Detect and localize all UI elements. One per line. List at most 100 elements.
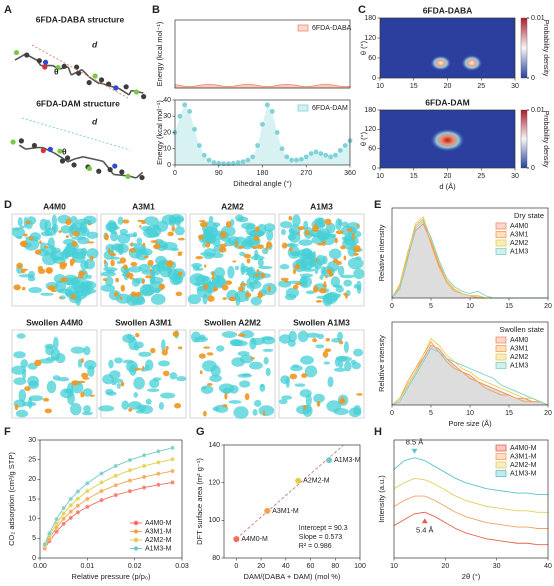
polymer-blob — [11, 365, 27, 375]
polymer-blob — [13, 377, 27, 385]
y-tick-label: 60 — [368, 146, 376, 153]
polymer-blob — [121, 400, 130, 410]
water-blob — [295, 282, 303, 286]
water-blob — [289, 373, 298, 380]
y-tick-label: 80 — [212, 555, 220, 562]
marker — [61, 511, 67, 516]
polymer-blob — [216, 345, 225, 352]
water-blob — [142, 242, 146, 247]
marker — [54, 516, 59, 522]
y-tick-label: 10 — [28, 516, 36, 523]
polymer-blob — [55, 353, 66, 364]
polymer-blob — [237, 351, 250, 357]
marker — [47, 530, 52, 536]
water-blob — [254, 273, 260, 277]
polymer-blob — [28, 395, 44, 402]
water-blob — [336, 260, 342, 266]
polymer-blob — [79, 282, 86, 291]
x-tick-label: 270 — [300, 170, 312, 177]
atom — [119, 169, 125, 175]
x-tick-label: 30 — [493, 563, 501, 570]
structure-title: 6FDA-DAM structure — [36, 98, 120, 108]
polymer-blob — [249, 337, 257, 350]
marker — [84, 504, 90, 510]
point-label: A3M1-M — [272, 508, 299, 515]
y-tick-label: 180 — [364, 107, 376, 114]
water-blob — [135, 332, 140, 338]
polymer-blob — [83, 346, 91, 356]
x-axis-label: Dihedral angle (°) — [233, 179, 292, 188]
water-blob — [43, 397, 50, 402]
water-blob — [284, 280, 289, 283]
x-tick-label: 0 — [173, 170, 177, 177]
legend-swatch — [495, 470, 507, 477]
water-blob — [89, 255, 94, 261]
polymer-blob — [187, 294, 202, 305]
y-tick-label: 20 — [28, 476, 36, 483]
polymer-blob — [210, 365, 221, 377]
y-axis-label: θ (°) — [359, 131, 368, 146]
water-blob — [253, 235, 260, 242]
water-blob — [150, 347, 156, 354]
water-blob — [288, 216, 293, 221]
marker — [332, 152, 339, 158]
polymer-blob — [300, 275, 308, 286]
marker — [264, 102, 271, 108]
polymer-blob — [297, 330, 309, 343]
water-blob — [175, 291, 183, 297]
marker — [141, 474, 147, 480]
x-tick-label: 15 — [505, 410, 513, 417]
marker — [42, 541, 48, 547]
polymer-blob — [102, 374, 114, 385]
polymer-blob — [333, 367, 347, 372]
x-tick-label: 0 — [234, 563, 238, 570]
water-blob — [78, 271, 87, 275]
polymer-blob — [317, 333, 325, 339]
water-blob — [14, 403, 19, 411]
water-blob — [222, 297, 227, 301]
polymer-blob — [245, 267, 254, 274]
water-blob — [139, 224, 142, 228]
polymer-blob — [224, 240, 235, 247]
water-blob — [254, 226, 260, 232]
polymer-blob — [209, 374, 222, 383]
x-tick-label: 30 — [511, 173, 519, 180]
water-blob — [71, 380, 79, 386]
polymer-blob — [230, 339, 241, 347]
y-tick-label: 140 — [208, 442, 220, 449]
polymer-blob — [169, 372, 178, 380]
colorbar-tick-label: 0.01 — [531, 107, 545, 114]
line — [393, 457, 548, 496]
legend-swatch — [495, 231, 507, 238]
marker — [75, 510, 81, 515]
legend-label: A1M3 — [510, 362, 528, 369]
water-blob — [149, 268, 152, 273]
panel-label: E — [374, 199, 381, 211]
polymer-blob — [241, 373, 251, 377]
polymer-blob — [122, 333, 136, 343]
water-blob — [324, 218, 332, 226]
x-tick-label: 40 — [544, 563, 552, 570]
snapshot-title: Swollen A2M2 — [204, 317, 261, 327]
water-blob — [13, 284, 21, 291]
water-blob — [222, 404, 228, 408]
bond — [135, 171, 144, 179]
marker — [127, 457, 133, 463]
atom — [36, 58, 42, 64]
bond — [128, 90, 132, 96]
marker — [342, 142, 348, 149]
polymer-blob — [129, 364, 137, 376]
y-tick-label: 0 — [167, 162, 171, 169]
polymer-blob — [351, 362, 361, 370]
y-tick-label: 25 — [28, 457, 36, 464]
x-tick-label: 10 — [376, 83, 384, 90]
polymer-blob — [200, 276, 212, 289]
marker — [141, 463, 147, 469]
polymer-blob — [328, 248, 342, 260]
polymer-blob — [161, 339, 166, 352]
y-axis-label: Relative intensity — [377, 224, 386, 281]
polymer-blob — [199, 334, 206, 341]
polymer-blob — [335, 355, 348, 361]
marker — [220, 160, 227, 167]
polymer-blob — [191, 263, 203, 268]
